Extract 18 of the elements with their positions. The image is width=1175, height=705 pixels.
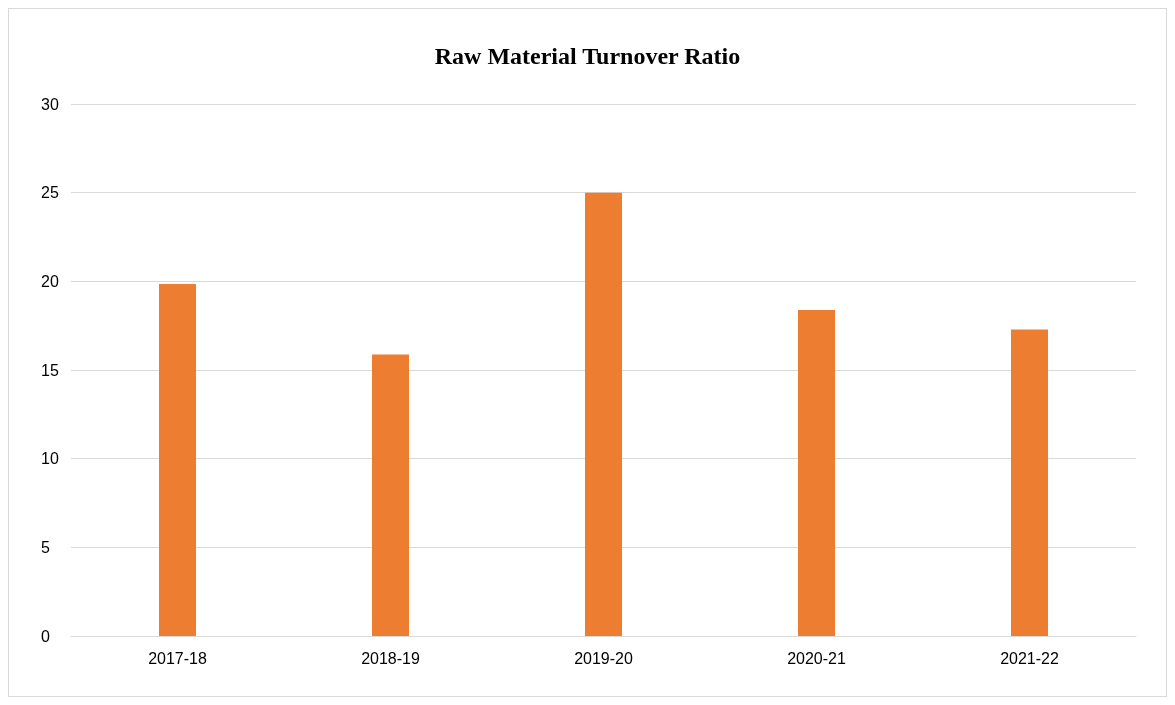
y-tick-label: 20 — [41, 272, 59, 290]
y-tick-label: 30 — [41, 95, 59, 113]
chart-title: Raw Material Turnover Ratio — [434, 43, 741, 69]
y-tick-label: 5 — [41, 538, 50, 556]
bar — [585, 192, 622, 636]
x-tick-label: 2021-22 — [1000, 649, 1059, 667]
x-tick-label: 2020-21 — [787, 649, 846, 667]
y-tick-label: 10 — [41, 450, 59, 468]
x-tick-label: 2019-20 — [574, 649, 633, 667]
y-tick-label: 0 — [41, 627, 50, 645]
y-tick-label: 25 — [41, 184, 59, 202]
bar — [798, 310, 835, 636]
x-tick-label: 2017-18 — [148, 649, 207, 667]
y-tick-label: 15 — [41, 361, 59, 379]
x-tick-label: 2018-19 — [361, 649, 420, 667]
bar — [1011, 329, 1048, 636]
bar — [159, 283, 196, 636]
bar — [372, 354, 409, 636]
